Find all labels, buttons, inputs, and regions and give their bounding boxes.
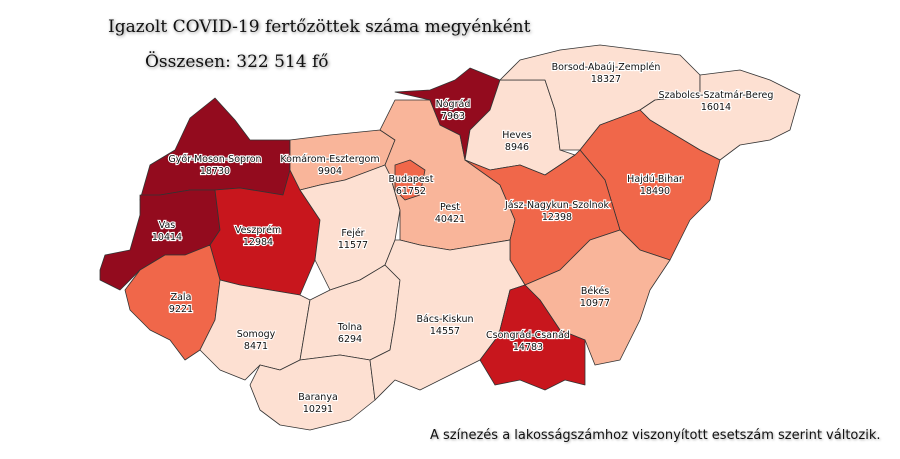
county-name: Tolna	[337, 322, 362, 333]
county-value: 12984	[243, 237, 273, 248]
county-value: 16014	[701, 102, 731, 113]
county-value: 18490	[640, 186, 670, 197]
county-name: Veszprém	[235, 225, 281, 236]
county-name: Szabolcs-Szatmár-Bereg	[659, 90, 774, 101]
county-value: 7963	[441, 111, 465, 122]
county-name: Vas	[159, 220, 176, 231]
county-value: 14557	[430, 326, 460, 337]
county-value: 12398	[542, 212, 572, 223]
county-value: 9221	[169, 304, 193, 315]
county-name: Borsod-Abaúj-Zemplén	[552, 62, 661, 73]
county-name: Nógrád	[436, 99, 471, 110]
county-name: Baranya	[298, 392, 338, 403]
color-note: A színezés a lakosságszámhoz viszonyítot…	[430, 428, 881, 443]
county-baranya	[249, 354, 376, 431]
county-name: Pest	[440, 202, 460, 213]
county-name: Somogy	[237, 329, 276, 340]
county-name: Hajdú-Bihar	[627, 174, 683, 185]
map-title: Igazolt COVID-19 fertőzöttek száma megyé…	[108, 17, 531, 37]
county-value: 18327	[591, 74, 621, 85]
county-name: Heves	[502, 130, 531, 141]
county-value: 61752	[396, 186, 426, 197]
total-cases: Összesen: 322 514 fő	[145, 52, 329, 72]
county-value: 14783	[513, 342, 543, 353]
county-csongr-d-csan-d	[479, 284, 586, 391]
county-name: Fejér	[341, 228, 364, 239]
county-gy-r-moson-sopron	[139, 97, 291, 201]
county-b-cs-kiskun	[369, 239, 526, 401]
county-value: 9904	[318, 166, 342, 177]
county-name: Csongrád-Csanád	[486, 330, 570, 341]
county-name: Békés	[581, 286, 609, 297]
county-value: 18730	[200, 166, 230, 177]
county-value: 10291	[303, 404, 333, 415]
county-name: Jász-Nagykun-Szolnok	[504, 200, 610, 211]
county-name: Bács-Kiskun	[416, 314, 473, 325]
county-name: Budapest	[389, 174, 434, 185]
county-name: Komárom-Esztergom	[280, 154, 379, 165]
county-value: 6294	[338, 334, 362, 345]
county-value: 8946	[505, 142, 529, 153]
county-value: 11577	[338, 240, 368, 251]
county-value: 10414	[152, 232, 182, 243]
county-value: 8471	[244, 341, 268, 352]
county-value: 40421	[435, 214, 465, 225]
county-value: 10977	[580, 298, 610, 309]
county-name: Zala	[171, 292, 192, 303]
county-budapest	[394, 159, 426, 201]
county-name: Győr-Moson-Sopron	[168, 154, 261, 165]
